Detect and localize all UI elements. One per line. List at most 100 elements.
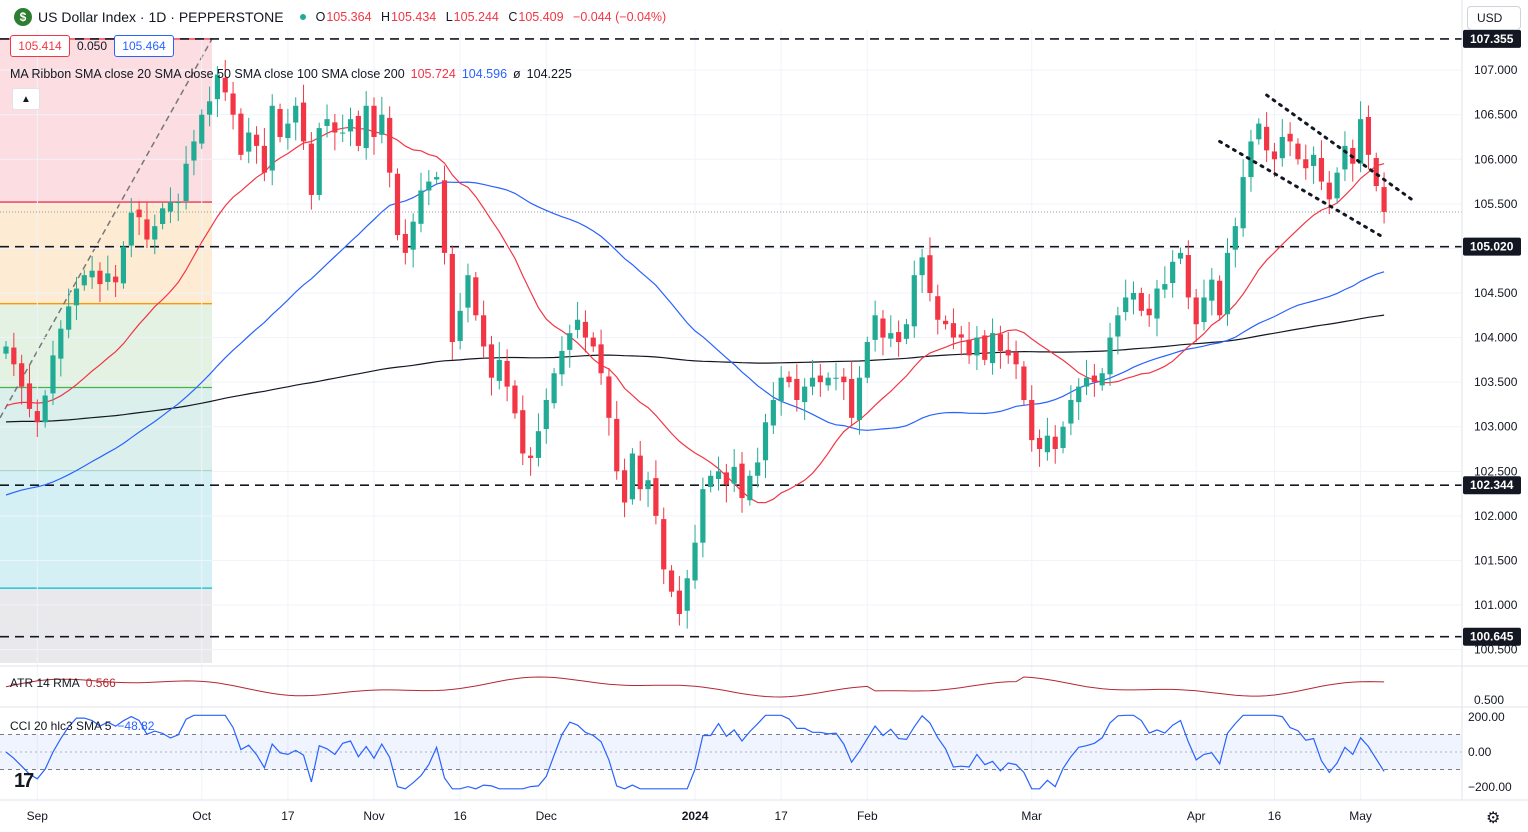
y-tick-label: 101.500 <box>1474 553 1518 567</box>
candle-body <box>849 378 855 418</box>
x-tick-label: Apr <box>1187 809 1206 823</box>
candle-body <box>1201 297 1207 323</box>
candle-body <box>1036 437 1043 450</box>
candle-body <box>1311 154 1317 167</box>
y-tick-label: 104.000 <box>1474 331 1518 345</box>
candle-body <box>896 332 902 343</box>
candle-body <box>50 355 56 394</box>
candle-body <box>778 377 784 402</box>
candle-body <box>692 542 698 581</box>
candle-body <box>551 373 557 404</box>
candle-body <box>700 489 706 543</box>
candle-body <box>856 377 863 420</box>
fib-zone <box>0 202 212 304</box>
candle-body <box>1123 297 1129 313</box>
trend-channel <box>1218 93 1417 240</box>
tradingview-logo-icon[interactable]: 17 <box>14 770 34 792</box>
candle-body <box>582 321 589 338</box>
candle-body <box>1083 377 1090 387</box>
gear-icon[interactable]: ⚙ <box>1486 810 1501 827</box>
cci-line <box>5 714 1385 790</box>
candle-body <box>535 431 542 458</box>
candle-body <box>379 114 385 135</box>
candle-body <box>73 288 80 306</box>
candle-body <box>285 123 291 139</box>
sma50-line <box>5 181 1385 496</box>
y-tick-label: 103.000 <box>1474 420 1518 434</box>
candle-body <box>1115 315 1121 337</box>
atr-legend[interactable]: ATR 14 RMA 0.566 <box>10 676 116 690</box>
spread-value: 0.050 <box>76 39 108 53</box>
candle-body <box>441 180 448 253</box>
candle-body <box>841 376 847 383</box>
y-tick-label: 106.500 <box>1474 108 1518 122</box>
candle-body <box>120 246 127 284</box>
candle-body <box>457 310 463 341</box>
candle-body <box>1076 386 1082 403</box>
chart-header: $ US Dollar Index · 1D · PEPPERSTONE O10… <box>0 6 672 28</box>
cci-tick-label: 200.00 <box>1468 710 1505 724</box>
sma200-line <box>5 314 1385 423</box>
candle-body <box>950 323 957 338</box>
candle-body <box>1256 123 1262 140</box>
candle-body <box>864 342 870 378</box>
buy-price-button[interactable]: 105.464 <box>114 35 174 57</box>
level-price-tag-label: 105.020 <box>1470 240 1514 254</box>
candle-body <box>982 335 988 360</box>
candle-body <box>160 208 166 225</box>
candle-body <box>903 324 910 339</box>
candle-body <box>833 377 839 379</box>
candle-body <box>943 320 949 325</box>
candle-body <box>1193 297 1199 325</box>
chevron-up-icon[interactable]: ▲ <box>12 88 40 110</box>
candle-body <box>1060 426 1066 448</box>
candle-body <box>332 122 338 133</box>
candle-body <box>755 462 761 476</box>
candle-body <box>1013 352 1019 365</box>
candle-body <box>708 475 714 488</box>
sell-price-button[interactable]: 105.414 <box>10 35 70 57</box>
candle-body <box>1318 158 1325 182</box>
ma-ribbon-legend[interactable]: MA Ribbon SMA close 20 SMA close 50 SMA … <box>10 67 572 81</box>
x-tick-label: 16 <box>1268 809 1282 823</box>
candle-body <box>1154 288 1160 319</box>
candle-body <box>371 105 377 137</box>
candle-body <box>269 105 275 171</box>
x-tick-label: Sep <box>27 809 49 823</box>
candle-body <box>614 418 620 472</box>
x-tick-label: 16 <box>453 809 467 823</box>
candle-body <box>1365 117 1372 155</box>
fib-zone <box>0 303 212 388</box>
x-tick-label: Feb <box>857 809 878 823</box>
y-tick-label: 107.000 <box>1474 63 1518 77</box>
candle-body <box>1170 261 1176 284</box>
level-price-tag <box>1463 237 1521 256</box>
fib-retracement-zones <box>0 38 213 663</box>
candle-body <box>277 108 283 137</box>
trade-price-box: 105.414 0.050 105.464 <box>10 35 174 57</box>
fib-diagonal <box>0 38 213 419</box>
y-tick-label: 100.500 <box>1474 643 1518 657</box>
y-tick-label: 103.500 <box>1474 375 1518 389</box>
candle-body <box>261 145 267 173</box>
candle-body <box>473 277 479 316</box>
dollar-logo-icon: $ <box>14 8 32 26</box>
currency-selector[interactable]: USD <box>1467 6 1521 30</box>
candle-body <box>246 132 252 152</box>
candle-body <box>230 93 236 115</box>
candle-body <box>1217 280 1223 316</box>
candle-body <box>661 519 667 570</box>
candle-body <box>794 378 800 400</box>
candle-body <box>1162 284 1168 290</box>
candle-body <box>606 376 612 418</box>
candle-body <box>402 233 408 253</box>
candle-body <box>293 105 299 123</box>
candle-body <box>731 466 737 484</box>
symbol-title[interactable]: US Dollar Index · 1D · PEPPERSTONE <box>38 9 284 25</box>
candle-body <box>355 115 361 146</box>
candle-body <box>418 190 424 224</box>
candle-body <box>1232 226 1238 250</box>
candle-body <box>653 478 659 516</box>
cci-legend[interactable]: CCI 20 hlc3 SMA 5 −48.82 <box>10 719 155 733</box>
